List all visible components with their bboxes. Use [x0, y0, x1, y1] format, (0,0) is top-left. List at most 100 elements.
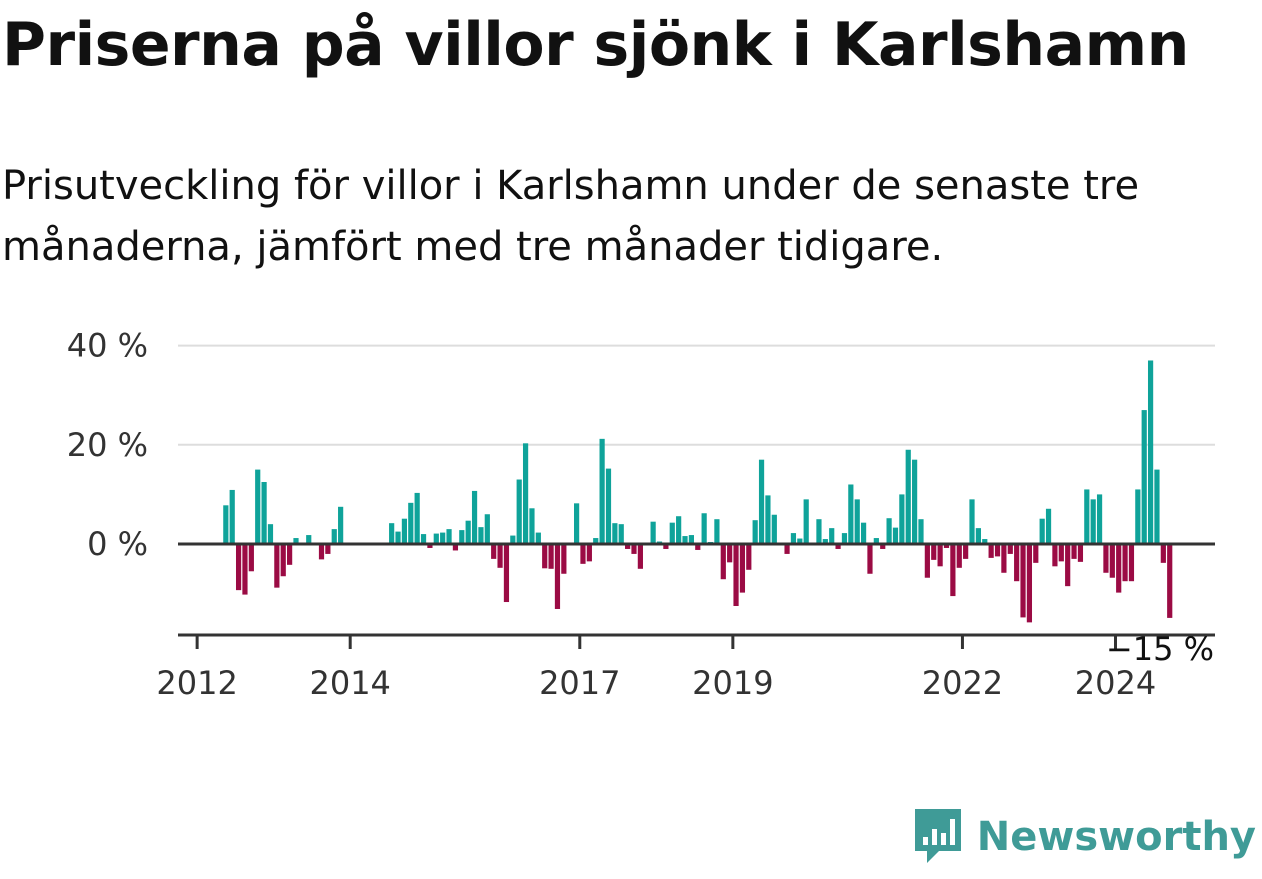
bar: [937, 544, 943, 567]
brand-name: Newsworthy: [976, 814, 1256, 860]
bar: [880, 544, 886, 549]
bar: [803, 499, 809, 544]
bar: [605, 468, 612, 544]
bar: [580, 544, 586, 564]
x-tick-label: 2019: [692, 664, 773, 702]
bar: [529, 508, 535, 544]
bar: [943, 544, 950, 548]
bar: [886, 518, 892, 544]
bar: [625, 544, 631, 549]
bar: [1096, 494, 1103, 544]
bar: [682, 536, 688, 544]
bar: [274, 544, 280, 588]
bar: [899, 494, 905, 544]
bar: [1128, 544, 1135, 582]
bar: [542, 544, 548, 569]
bar: [408, 502, 414, 544]
bar: [650, 521, 656, 544]
bar: [306, 535, 312, 544]
x-tick-label: 2024: [1075, 664, 1156, 702]
bar: [1135, 489, 1141, 544]
bar: [331, 529, 337, 544]
bar: [510, 535, 516, 544]
bar: [1154, 469, 1160, 544]
bar: [548, 544, 554, 569]
y-tick-label: 20 %: [67, 426, 148, 464]
bar: [235, 544, 242, 591]
bar: [478, 527, 484, 544]
bar: [261, 482, 267, 544]
bar: [822, 539, 828, 544]
x-tick-label: 2014: [309, 664, 390, 702]
bar: [1071, 544, 1077, 559]
bar-chart: 0 % 20 % 40 % 2012 2014 2017 2019 2022 2024 −15…: [67, 327, 1215, 702]
gridlines: [178, 344, 1215, 446]
bar: [318, 544, 325, 560]
bar: [497, 544, 503, 568]
bar: [765, 495, 771, 544]
bar: [835, 544, 841, 549]
bar: [287, 544, 293, 565]
bar: [586, 544, 592, 562]
bar: [1103, 544, 1109, 573]
bar: [1147, 360, 1154, 544]
bar: [255, 469, 261, 544]
newsworthy-brand: Newsworthy: [913, 807, 1256, 867]
last-value-label: −15 %: [1106, 630, 1214, 668]
y-axis-ticks: 0 % 20 % 40 %: [67, 327, 148, 563]
bar: [975, 528, 981, 544]
bar: [1167, 544, 1173, 618]
bar: [663, 544, 669, 549]
bar: [414, 492, 420, 544]
bar: [688, 535, 694, 544]
bar: [593, 538, 599, 544]
bar: [1020, 544, 1026, 618]
bar: [829, 528, 835, 544]
bar: [446, 529, 452, 544]
bar: [931, 544, 937, 560]
bar: [790, 533, 797, 544]
bar: [637, 544, 643, 569]
bar: [1001, 544, 1007, 573]
bar: [631, 544, 637, 554]
bar: [695, 544, 701, 550]
bar: [484, 514, 490, 544]
bar: [758, 459, 765, 544]
bar: [771, 514, 777, 544]
bar: [459, 530, 465, 544]
bar: [963, 544, 969, 559]
bar: [618, 524, 624, 544]
bar: [892, 527, 899, 544]
bar: [669, 522, 675, 544]
bar: [1116, 544, 1122, 593]
bar: [956, 544, 962, 568]
bar: [561, 544, 567, 574]
bar: [574, 503, 580, 544]
bar: [280, 544, 286, 577]
bar: [1026, 544, 1033, 623]
bar: [784, 544, 790, 554]
bar: [293, 538, 299, 544]
bar: [873, 538, 879, 544]
x-tick-label: 2022: [922, 664, 1003, 702]
bar: [1039, 518, 1045, 544]
bar: [854, 499, 860, 544]
chart-subtitle: Prisutveckling för villor i Karlshamn un…: [2, 163, 1140, 270]
bar: [1052, 544, 1058, 567]
x-tick-label: 2012: [156, 664, 237, 702]
bar: [554, 544, 561, 609]
y-tick-label: 40 %: [67, 327, 148, 365]
bar: [860, 522, 867, 544]
bar: [389, 523, 395, 544]
bar: [848, 484, 854, 544]
bar: [867, 544, 873, 574]
bar: [395, 531, 401, 544]
bar: [1065, 544, 1071, 587]
bar: [1090, 499, 1096, 544]
bar: [1007, 544, 1013, 554]
bar: [242, 544, 248, 595]
bar: [950, 544, 956, 597]
bar: [401, 518, 408, 544]
bar: [471, 490, 478, 544]
bar: [535, 532, 541, 544]
